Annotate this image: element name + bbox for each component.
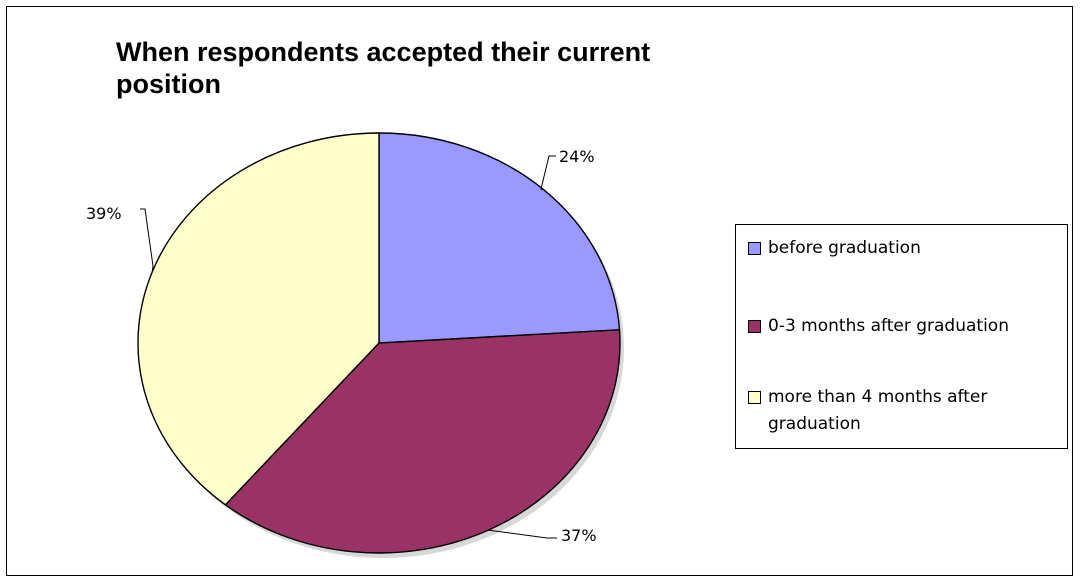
legend: before graduation 0-3 months after gradu… bbox=[735, 224, 1068, 449]
leader-line bbox=[540, 155, 556, 191]
slice-label-before-graduation: 24% bbox=[559, 147, 595, 166]
legend-swatch-before-graduation bbox=[748, 242, 761, 255]
legend-label: 0-3 months after graduation bbox=[768, 316, 1009, 336]
legend-label: before graduation bbox=[768, 238, 921, 258]
slice-label-0-3-months: 37% bbox=[561, 526, 597, 545]
leader-line bbox=[488, 529, 557, 539]
slice-label-more-than-4-months: 39% bbox=[86, 204, 122, 223]
chart-title: When respondents accepted their current … bbox=[116, 37, 651, 99]
legend-swatch-0-3-months bbox=[748, 320, 761, 333]
legend-label: more than 4 months after graduation bbox=[768, 387, 988, 434]
leader-line bbox=[140, 208, 154, 272]
legend-swatch-more-than-4-months bbox=[748, 391, 761, 404]
